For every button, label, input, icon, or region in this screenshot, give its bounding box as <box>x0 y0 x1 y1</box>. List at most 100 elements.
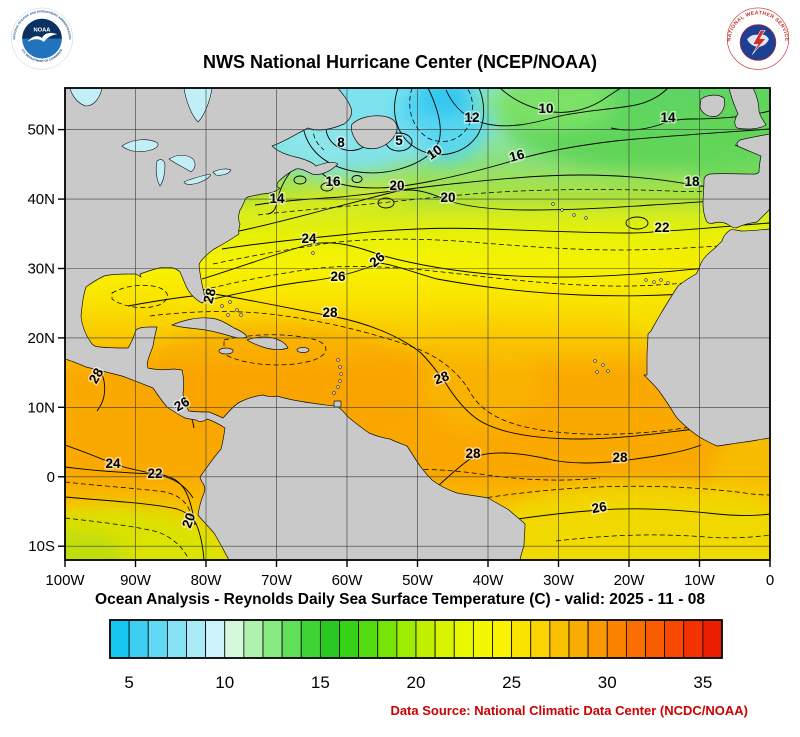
land-hispaniola <box>246 336 289 350</box>
colorbar-cell <box>262 619 283 659</box>
eddy-ring <box>320 182 334 192</box>
island-bahamas <box>220 304 224 308</box>
colorbar-cell <box>415 619 436 659</box>
colorbar-tick-label: 35 <box>693 673 712 692</box>
colorbar-cell <box>568 619 589 659</box>
isotherm-20-pacific <box>65 496 205 560</box>
nws-logo: NATIONAL WEATHER SERVICE <box>726 7 789 70</box>
island-dots <box>220 202 670 395</box>
isotherm-dashed <box>447 485 770 505</box>
colorbar-cell <box>128 619 149 659</box>
contour-label: 18 <box>684 174 700 189</box>
x-tick-label: 80W <box>191 572 223 589</box>
isotherms-dashed <box>65 88 770 560</box>
colorbar-frame <box>109 619 723 659</box>
y-tick-label: 40N <box>27 191 55 208</box>
island-cape-verde <box>601 363 605 367</box>
lake-huron <box>168 154 196 173</box>
x-tick-label: 100W <box>45 572 85 589</box>
colorbar-cell <box>300 619 321 659</box>
colorbar-cell <box>319 619 340 659</box>
island-azores <box>584 216 588 220</box>
island-cape-verde <box>593 359 597 363</box>
contour-label: 20 <box>179 511 198 530</box>
sst-field-blobs <box>65 88 770 560</box>
contour-label: 5 <box>395 133 403 148</box>
y-tick-label: 30N <box>27 261 55 278</box>
sst-map: 100W 90W 80W 70W 60W 50W 40W 30W 20W 10W 0 50N 40N 3… <box>27 87 774 589</box>
contour-label: 28 <box>465 446 481 461</box>
colorbar-cell <box>339 619 360 659</box>
lake-erie <box>183 173 211 185</box>
island-bahamas <box>235 308 239 312</box>
island-antilles <box>332 391 336 395</box>
island-cape-verde <box>606 369 610 373</box>
land-africa <box>643 228 770 447</box>
colorbar-cell <box>396 619 417 659</box>
colorbar-tick-label: 30 <box>598 673 617 692</box>
contour-label: 10 <box>538 101 553 116</box>
y-axis-labels: 50N 40N 30N 20N 10N 0 10S <box>27 122 55 556</box>
colorbar-cell <box>205 619 226 659</box>
lake-ontario <box>212 168 232 176</box>
x-tick-label: 0 <box>766 572 774 589</box>
colorbar: 5 10 15 20 25 30 35 <box>109 619 723 692</box>
island-antilles <box>338 365 342 369</box>
sst-blob <box>475 88 615 130</box>
y-tick-label: 50N <box>27 122 55 139</box>
lakes <box>69 88 232 187</box>
isotherm-22 <box>221 222 770 250</box>
colorbar-cell <box>664 619 685 659</box>
isotherm-26-south <box>467 508 770 528</box>
land-newfoundland <box>351 115 398 150</box>
colorbar-cell <box>511 619 532 659</box>
graticule <box>64 88 771 560</box>
colorbar-cell <box>377 619 398 659</box>
isotherm-dashed <box>65 517 190 560</box>
colorbar-cell <box>683 619 704 659</box>
isotherm-18 <box>254 174 770 206</box>
island-canaries <box>644 278 648 282</box>
sst-blob <box>65 530 128 560</box>
land-puerto-rico <box>296 347 310 353</box>
isotherm-28-south <box>437 444 702 487</box>
colorbar-tick-label: 20 <box>407 673 426 692</box>
island-azores <box>551 202 555 206</box>
isotherm-dashed <box>65 481 192 515</box>
land-jamaica <box>218 347 234 355</box>
isotherm-8-tongue <box>394 88 485 156</box>
contour-label: 28 <box>432 368 452 387</box>
y-tick-label: 20N <box>27 330 55 347</box>
isotherm-dashed-loop <box>111 284 168 308</box>
isotherm-22-ring <box>625 216 649 230</box>
isotherm-24 <box>201 242 770 280</box>
contour-label: 20 <box>389 178 404 193</box>
island-antilles <box>338 379 342 383</box>
isotherm-dashed <box>202 266 770 291</box>
contour-label: 20 <box>440 190 455 205</box>
noaa-logo: NATIONAL OCEANIC AND ATMOSPHERIC ADMINIS… <box>11 7 73 70</box>
contour-labels: 8 510121014161816142020222426262828282826… <box>84 100 701 532</box>
colorbar-cell <box>147 619 168 659</box>
x-tick-label: 10W <box>684 572 716 589</box>
sst-blob <box>417 88 471 118</box>
island-azores <box>560 208 564 212</box>
contour-label: 24 <box>105 456 121 471</box>
contour-label: 12 <box>464 110 479 125</box>
isotherm-dashed <box>149 311 770 435</box>
land <box>65 88 770 560</box>
contour-label: 26 <box>591 499 609 516</box>
colorbar-cell <box>186 619 207 659</box>
colorbar-tick-label: 25 <box>502 673 521 692</box>
contour-label: 8 <box>337 135 345 150</box>
contour-label: 16 <box>508 146 527 165</box>
island-bahamas <box>239 313 243 317</box>
page-title: NWS National Hurricane Center (NCEP/NOAA… <box>202 52 598 72</box>
colorbar-cell <box>109 619 130 659</box>
nws-lightning-icon <box>752 30 767 55</box>
island-antilles <box>336 385 340 389</box>
land-north-and-south-america <box>65 88 526 560</box>
x-tick-label: 30W <box>543 572 575 589</box>
y-tick-label: 10S <box>28 538 55 555</box>
